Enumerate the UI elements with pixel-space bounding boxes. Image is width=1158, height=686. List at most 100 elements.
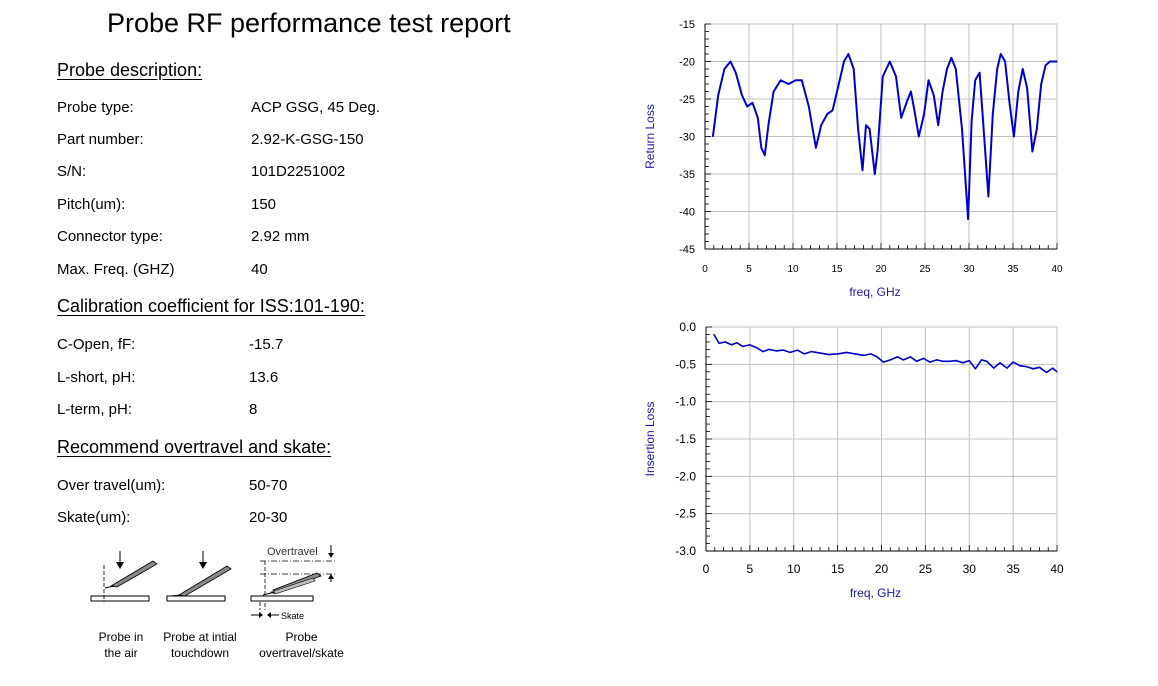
- insertion-loss-data-point: [768, 348, 770, 350]
- return-loss-data-point: [1049, 60, 1051, 63]
- insertion-loss-data-point: [974, 368, 976, 370]
- max-freq-label: Max. Freq. (GHZ): [57, 261, 175, 278]
- x-tick-label: 0: [702, 264, 708, 275]
- insertion-loss-data-point: [902, 359, 905, 361]
- insertion-loss-data-point: [713, 333, 715, 336]
- return-loss-data-point: [889, 60, 891, 63]
- return-loss-data-point: [773, 90, 775, 93]
- insertion-loss-data-point: [1025, 365, 1027, 368]
- x-tick-label: 40: [1051, 264, 1063, 275]
- part-number-value: 2.92-K-GSG-150: [251, 131, 364, 148]
- return-loss-data-point: [961, 128, 963, 130]
- connector-type-label: Connector type:: [57, 228, 163, 245]
- return-loss-plot: 0 5 10 15 20 25 30 35 40 -45 -40 -35 -30 -25 -20 -15 fre…: [643, 19, 1063, 299]
- insertion-loss-y-axis-label: Insertion Loss: [643, 402, 657, 477]
- return-loss-data-point: [874, 173, 876, 175]
- return-loss-data-point: [868, 128, 871, 130]
- return-loss-data-point: [876, 150, 879, 153]
- x-tick-label: 15: [831, 562, 845, 576]
- insertion-loss-data-point: [724, 341, 726, 343]
- return-loss-data-point: [788, 83, 790, 85]
- insertion-loss-data-point: [828, 354, 830, 356]
- y-tick-label: -15: [679, 19, 695, 31]
- insertion-loss-data-point: [876, 356, 878, 358]
- insertion-loss-data-point: [749, 344, 751, 346]
- insertion-loss-data-point: [986, 360, 988, 362]
- serial-number-value: 101D2251002: [251, 163, 346, 180]
- y-tick-label: -25: [679, 94, 695, 106]
- return-loss-data-point: [801, 79, 803, 81]
- return-loss-data-point: [764, 154, 766, 156]
- insertion-loss-data-point: [993, 367, 995, 369]
- skate-diagram-label: Skate: [281, 611, 304, 621]
- l-term-label: L-term, pH:: [57, 401, 133, 418]
- return-loss-data-point: [1056, 60, 1058, 63]
- return-loss-data-point: [1031, 150, 1033, 153]
- l-short-label: L-short, pH:: [57, 369, 136, 386]
- return-loss-data-point: [900, 117, 902, 119]
- insertion-loss-data-point: [775, 350, 777, 352]
- caption-line: touchdown: [170, 646, 230, 660]
- insertion-loss-data-point: [1032, 368, 1034, 370]
- return-loss-data-point: [955, 68, 957, 70]
- return-loss-data-point: [895, 75, 897, 78]
- y-tick-label: -30: [679, 132, 695, 144]
- return-loss-data-point: [910, 90, 912, 93]
- pitch-value: 150: [251, 196, 277, 213]
- insertion-loss-data-point: [1012, 361, 1014, 363]
- insertion-loss-x-axis-label: freq, GHz: [850, 586, 901, 600]
- insertion-loss-data-point: [730, 344, 733, 346]
- return-loss-data-point: [838, 83, 840, 85]
- y-tick-label: -0.5: [675, 357, 696, 371]
- caption-probe-in-air: Probe in the air: [86, 629, 156, 661]
- caption-line: Probe at intial: [163, 630, 237, 644]
- insertion-loss-data-point: [923, 357, 925, 359]
- return-loss-data-point: [918, 135, 920, 138]
- return-loss-data-point: [971, 120, 973, 123]
- insertion-loss-data-point: [1045, 371, 1048, 374]
- return-loss-data-point: [937, 124, 939, 126]
- return-loss-data-point: [992, 113, 994, 115]
- insertion-loss-data-point: [936, 359, 938, 361]
- return-loss-data-point: [751, 102, 754, 104]
- x-tick-label: 30: [963, 562, 977, 576]
- overtravel-heading: Recommend overtravel and skate:: [57, 437, 332, 457]
- insertion-loss-data-point: [1019, 365, 1021, 367]
- return-loss-data-point: [967, 218, 969, 220]
- return-loss-data-point: [847, 53, 850, 55]
- skate-value: 20-30: [249, 509, 288, 526]
- return-loss-data-point: [735, 72, 737, 74]
- insertion-loss-data-point: [1038, 366, 1041, 368]
- l-short-value: 13.6: [249, 369, 279, 386]
- return-loss-data-point: [1013, 135, 1015, 138]
- c-open-value: -15.7: [249, 336, 284, 353]
- return-loss-data-point: [982, 120, 984, 123]
- insertion-loss-data-point: [870, 353, 872, 355]
- return-loss-data-point: [780, 79, 782, 81]
- y-tick-label: -35: [679, 169, 695, 181]
- x-tick-label: 10: [787, 562, 801, 576]
- insertion-loss-plot-frame: [705, 326, 1058, 552]
- return-loss-y-axis-label: Return Loss: [643, 104, 657, 169]
- return-loss-data-point: [712, 135, 714, 138]
- x-tick-label: 5: [747, 562, 754, 576]
- return-loss-data-point: [1036, 128, 1038, 130]
- insertion-loss-data-point: [916, 360, 918, 362]
- y-tick-label: -3.0: [675, 544, 696, 558]
- over-travel-value: 50-70: [249, 477, 288, 494]
- x-tick-label: 5: [746, 264, 752, 275]
- l-term-value: 8: [249, 401, 258, 418]
- return-loss-data-point: [723, 68, 725, 70]
- return-loss-data-point: [974, 79, 976, 81]
- insertion-loss-data-point: [854, 353, 856, 355]
- y-tick-label: -2.0: [675, 469, 696, 483]
- y-tick-label: -2.5: [675, 507, 696, 521]
- y-tick-label: -20: [679, 57, 695, 69]
- return-loss-data-point: [760, 147, 762, 149]
- insertion-loss-data-point: [762, 351, 764, 353]
- return-loss-data-point: [757, 117, 759, 119]
- insertion-loss-data-point: [980, 359, 983, 361]
- return-loss-data-point: [741, 94, 743, 96]
- y-tick-label: -40: [679, 207, 695, 219]
- return-loss-data-point: [1008, 102, 1011, 104]
